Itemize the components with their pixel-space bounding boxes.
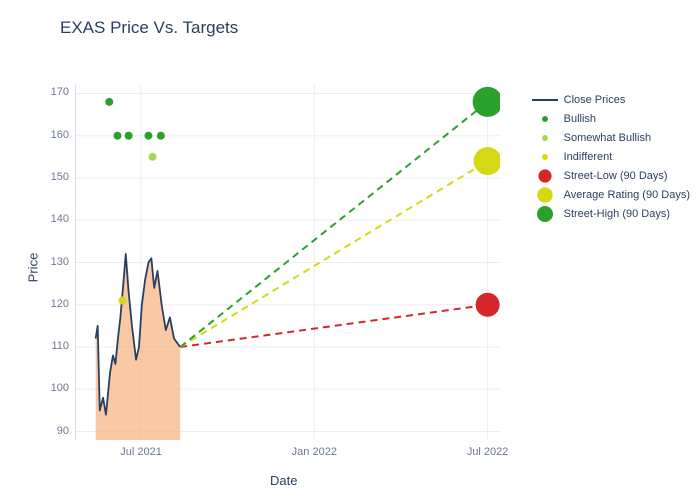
- plot-area: [75, 85, 500, 440]
- chart-title: EXAS Price Vs. Targets: [60, 18, 238, 38]
- y-tick-label: 140: [29, 213, 69, 225]
- y-tick-label: 130: [29, 256, 69, 268]
- legend-swatch: [530, 186, 560, 204]
- legend-swatch: [530, 129, 560, 147]
- legend-swatch: [530, 110, 560, 128]
- legend-swatch: [530, 91, 560, 109]
- legend-label: Close Prices: [564, 94, 626, 106]
- plot-svg: [75, 85, 500, 440]
- legend-swatch: [530, 167, 560, 185]
- legend-swatch: [530, 205, 560, 223]
- legend-item: Somewhat Bullish: [530, 128, 690, 147]
- legend-item: Street-Low (90 Days): [530, 166, 690, 185]
- legend-item: Close Prices: [530, 90, 690, 109]
- y-tick-label: 100: [29, 382, 69, 394]
- y-tick-label: 160: [29, 129, 69, 141]
- legend-label: Street-High (90 Days): [564, 208, 670, 220]
- legend-label: Indifferent: [564, 151, 613, 163]
- legend: Close Prices Bullish Somewhat Bullish Indif…: [530, 90, 690, 223]
- x-tick-label: Jul 2021: [111, 446, 171, 458]
- chart-container: EXAS Price Vs. Targets Price Date Close …: [0, 0, 700, 500]
- legend-label: Average Rating (90 Days): [564, 189, 690, 201]
- y-tick-label: 170: [29, 86, 69, 98]
- y-tick-label: 120: [29, 298, 69, 310]
- y-tick-label: 150: [29, 171, 69, 183]
- x-axis-label: Date: [270, 473, 297, 488]
- x-tick-label: Jan 2022: [284, 446, 344, 458]
- y-tick-label: 110: [29, 340, 69, 352]
- legend-item: Street-High (90 Days): [530, 204, 690, 223]
- legend-label: Bullish: [564, 113, 596, 125]
- legend-item: Average Rating (90 Days): [530, 185, 690, 204]
- legend-item: Indifferent: [530, 147, 690, 166]
- legend-label: Street-Low (90 Days): [564, 170, 668, 182]
- legend-label: Somewhat Bullish: [564, 132, 651, 144]
- y-tick-label: 90: [29, 425, 69, 437]
- x-tick-label: Jul 2022: [458, 446, 518, 458]
- legend-swatch: [530, 148, 560, 166]
- legend-item: Bullish: [530, 109, 690, 128]
